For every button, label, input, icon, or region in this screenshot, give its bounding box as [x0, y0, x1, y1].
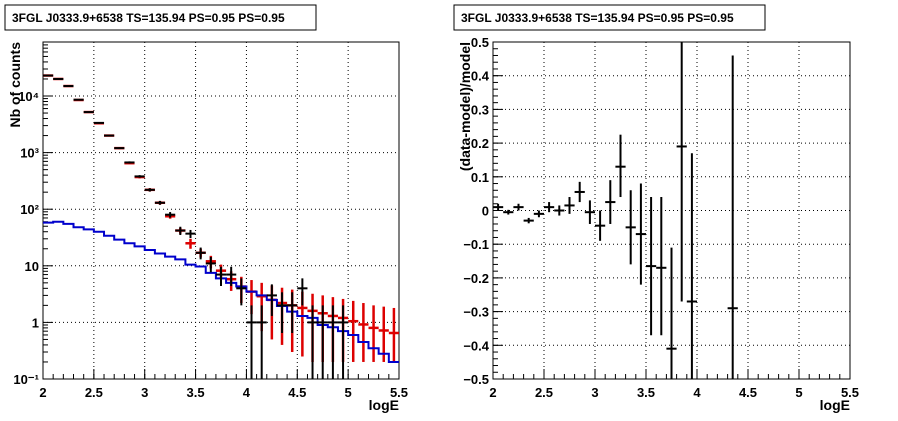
- right-ticks: 2 2.5 3 3.5 4 4.5 5 5.5 −0.5 −0.4 −0.3 −0.2 −0.1 0 0.1…: [463, 35, 859, 400]
- right-panel: 3FGL J0333.9+6538 TS=135.94 PS=0.95 PS=0…: [453, 4, 859, 413]
- left-series: [43, 74, 399, 379]
- left-x-axis-label: logE: [369, 397, 399, 413]
- left-y-tick-label: 10²: [20, 202, 39, 217]
- left-x-tick-label: 4.5: [288, 385, 306, 400]
- right-x-tick-label: 3: [591, 385, 598, 400]
- left-x-tick-label: 4: [243, 385, 251, 400]
- right-y-tick-label: 0: [482, 204, 489, 219]
- left-title-box: [4, 4, 317, 31]
- right-y-tick-label: 0.5: [471, 35, 489, 50]
- left-x-tick-label: 3.5: [187, 385, 205, 400]
- right-x-axis-label: logE: [820, 397, 850, 413]
- right-series: [493, 42, 738, 379]
- right-title: 3FGL J0333.9+6538 TS=135.94 PS=0.95 PS=0…: [461, 11, 734, 25]
- right-x-tick-label: 4: [693, 385, 701, 400]
- right-y-tick-label: −0.5: [463, 372, 489, 387]
- left-x-tick-label: 3: [141, 385, 148, 400]
- right-x-tick-label: 2.5: [535, 385, 553, 400]
- right-x-tick-label: 2: [489, 385, 496, 400]
- left-x-tick-label: 5.5: [390, 385, 408, 400]
- right-y-tick-label: −0.2: [463, 271, 489, 286]
- left-ticks: 2 2.5 3 3.5 4 4.5 5 5.5 10⁻¹ 1 10 10² 10³ 10⁴: [13, 41, 408, 400]
- left-panel: 3FGL J0333.9+6538 TS=135.94 PS=0.95 PS=0…: [4, 4, 408, 413]
- right-title-box: [453, 4, 766, 31]
- right-y-tick-label: −0.3: [463, 305, 489, 320]
- right-y-tick-label: 0.4: [471, 69, 490, 84]
- right-x-tick-label: 3.5: [637, 385, 655, 400]
- left-y-tick-label: 10⁻¹: [13, 372, 39, 387]
- right-y-tick-label: −0.1: [463, 237, 489, 252]
- background-model-step-line: [43, 220, 399, 363]
- left-x-tick-label: 5: [345, 385, 352, 400]
- right-y-tick-label: 0.1: [471, 170, 489, 185]
- left-x-tick-label: 2: [39, 385, 46, 400]
- left-y-tick-label: 10⁴: [18, 89, 39, 104]
- right-y-tick-label: −0.4: [463, 338, 489, 353]
- left-y-tick-label: 10: [25, 259, 39, 274]
- right-y-tick-label: 0.3: [471, 102, 489, 117]
- right-grid: [493, 42, 850, 379]
- right-y-tick-label: 0.2: [471, 136, 489, 151]
- left-plot-frame: [42, 41, 400, 380]
- right-x-tick-label: 4.5: [739, 385, 757, 400]
- right-x-tick-label: 5.5: [841, 385, 859, 400]
- right-x-tick-label: 5: [795, 385, 802, 400]
- left-title: 3FGL J0333.9+6538 TS=135.94 PS=0.95 PS=0…: [12, 11, 285, 25]
- left-x-tick-label: 2.5: [85, 385, 103, 400]
- right-y-axis-label: (data-model)/model: [457, 42, 473, 171]
- left-grid: [43, 42, 399, 379]
- left-y-axis-label: Nb of counts: [7, 42, 23, 128]
- left-y-tick-label: 1: [32, 315, 39, 330]
- left-y-tick-label: 10³: [20, 146, 39, 161]
